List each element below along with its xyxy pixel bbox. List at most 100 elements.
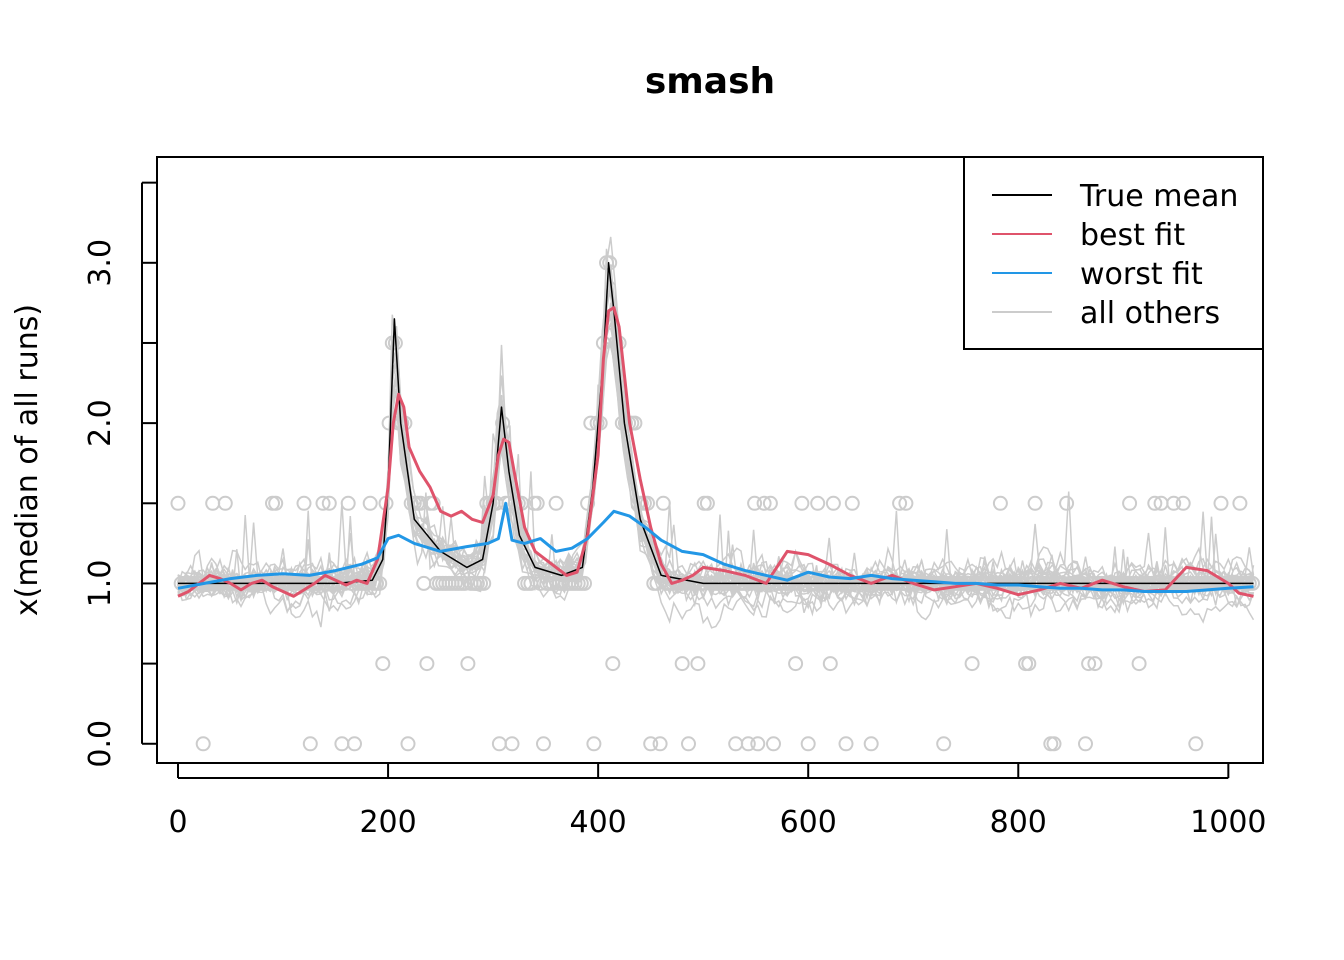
observation-point xyxy=(1175,495,1191,511)
observation-point xyxy=(195,736,211,752)
observation-point xyxy=(964,656,980,672)
observation-point xyxy=(1232,495,1248,511)
observation-point xyxy=(892,495,908,511)
observation-point xyxy=(362,495,378,511)
observation-point xyxy=(690,656,706,672)
observation-point xyxy=(936,736,952,752)
legend-label-worst-fit: worst fit xyxy=(1080,257,1203,292)
series-layer xyxy=(177,262,1254,598)
observation-point xyxy=(728,736,744,752)
observation-point xyxy=(794,495,810,511)
observation-point xyxy=(605,656,621,672)
observation-point xyxy=(810,495,826,511)
observation-point xyxy=(1059,495,1075,511)
observation-point xyxy=(1081,656,1097,672)
legend-label-true-mean: True mean xyxy=(1079,179,1238,214)
chart-title: smash xyxy=(645,61,775,102)
other-run-line xyxy=(177,337,1254,609)
observation-point xyxy=(681,736,696,752)
observation-point xyxy=(205,495,221,511)
observation-point xyxy=(460,656,476,672)
observation-point xyxy=(992,495,1008,511)
observation-point xyxy=(302,736,318,752)
observation-point xyxy=(315,495,331,511)
observation-point xyxy=(476,575,492,591)
observation-point xyxy=(268,495,284,511)
legend-box xyxy=(963,156,1264,350)
observation-point xyxy=(334,736,350,752)
observation-point xyxy=(788,656,804,672)
observation-point xyxy=(577,575,592,591)
y-axis-label: x(median of all runs) xyxy=(10,304,45,616)
observation-point xyxy=(1131,656,1147,672)
x-tick-label: 600 xyxy=(780,805,837,840)
legend: True mean best fit worst fit all others xyxy=(963,156,1264,350)
observation-point xyxy=(400,736,416,752)
x-tick-label: 1000 xyxy=(1190,805,1266,840)
x-tick-label: 800 xyxy=(990,805,1047,840)
observation-point xyxy=(523,575,539,591)
x-tick-label: 0 xyxy=(168,805,187,840)
observation-point xyxy=(583,415,599,431)
observation-point xyxy=(674,656,690,672)
observation-point xyxy=(1122,495,1138,511)
observation-point xyxy=(416,575,432,591)
observation-point xyxy=(419,656,435,672)
observation-point xyxy=(838,736,854,752)
observation-point xyxy=(170,495,186,511)
observation-point xyxy=(677,575,693,591)
observation-point xyxy=(1078,736,1093,752)
plot-frame xyxy=(156,156,1264,764)
observation-point xyxy=(1021,656,1037,672)
y-tick-label: 1.0 xyxy=(83,560,118,608)
observation-point xyxy=(536,736,551,752)
observation-point xyxy=(1147,495,1163,511)
y-axis: 0.0 1.0 2.0 3.0 xyxy=(83,181,157,768)
observation-point xyxy=(822,656,838,672)
observation-point xyxy=(580,495,596,511)
observation-point xyxy=(340,495,356,511)
observation-point xyxy=(652,736,668,752)
observation-point xyxy=(1087,656,1103,672)
observation-point xyxy=(898,495,914,511)
observation-point xyxy=(296,495,312,511)
observation-point xyxy=(548,495,564,511)
x-axis: 0 200 400 600 800 1000 xyxy=(168,763,1267,840)
observation-point xyxy=(825,495,841,511)
observation-point xyxy=(504,736,520,752)
observation-point xyxy=(1046,736,1062,752)
observation-point xyxy=(491,736,507,752)
observation-point xyxy=(529,495,545,511)
observation-point xyxy=(375,656,391,672)
observation-point xyxy=(643,736,659,752)
legend-label-all-others: all others xyxy=(1080,296,1220,331)
observation-point xyxy=(756,495,772,511)
observation-point xyxy=(655,495,671,511)
observation-point xyxy=(750,736,766,752)
observation-point xyxy=(863,736,879,752)
observation-point xyxy=(800,736,816,752)
true-mean-line xyxy=(178,262,1254,585)
observation-point xyxy=(747,495,763,511)
observation-point xyxy=(699,495,715,511)
worst-fit-line xyxy=(177,501,1254,593)
observation-point xyxy=(766,736,781,752)
observation-point xyxy=(347,736,362,752)
y-tick-label: 0.0 xyxy=(83,720,118,768)
observation-point xyxy=(1188,736,1204,752)
observation-point xyxy=(740,736,756,752)
x-tick-label: 400 xyxy=(570,805,627,840)
observation-point xyxy=(586,736,602,752)
x-tick-label: 200 xyxy=(359,805,416,840)
observation-point xyxy=(321,495,337,511)
y-tick-label: 2.0 xyxy=(83,399,118,447)
y-tick-label: 3.0 xyxy=(83,239,118,287)
legend-label-best-fit: best fit xyxy=(1080,218,1185,253)
observation-point xyxy=(372,575,388,591)
observation-point xyxy=(217,495,233,511)
observation-point xyxy=(844,495,860,511)
observation-point xyxy=(1166,495,1182,511)
observation-point xyxy=(762,495,778,511)
observation-point xyxy=(1213,495,1229,511)
